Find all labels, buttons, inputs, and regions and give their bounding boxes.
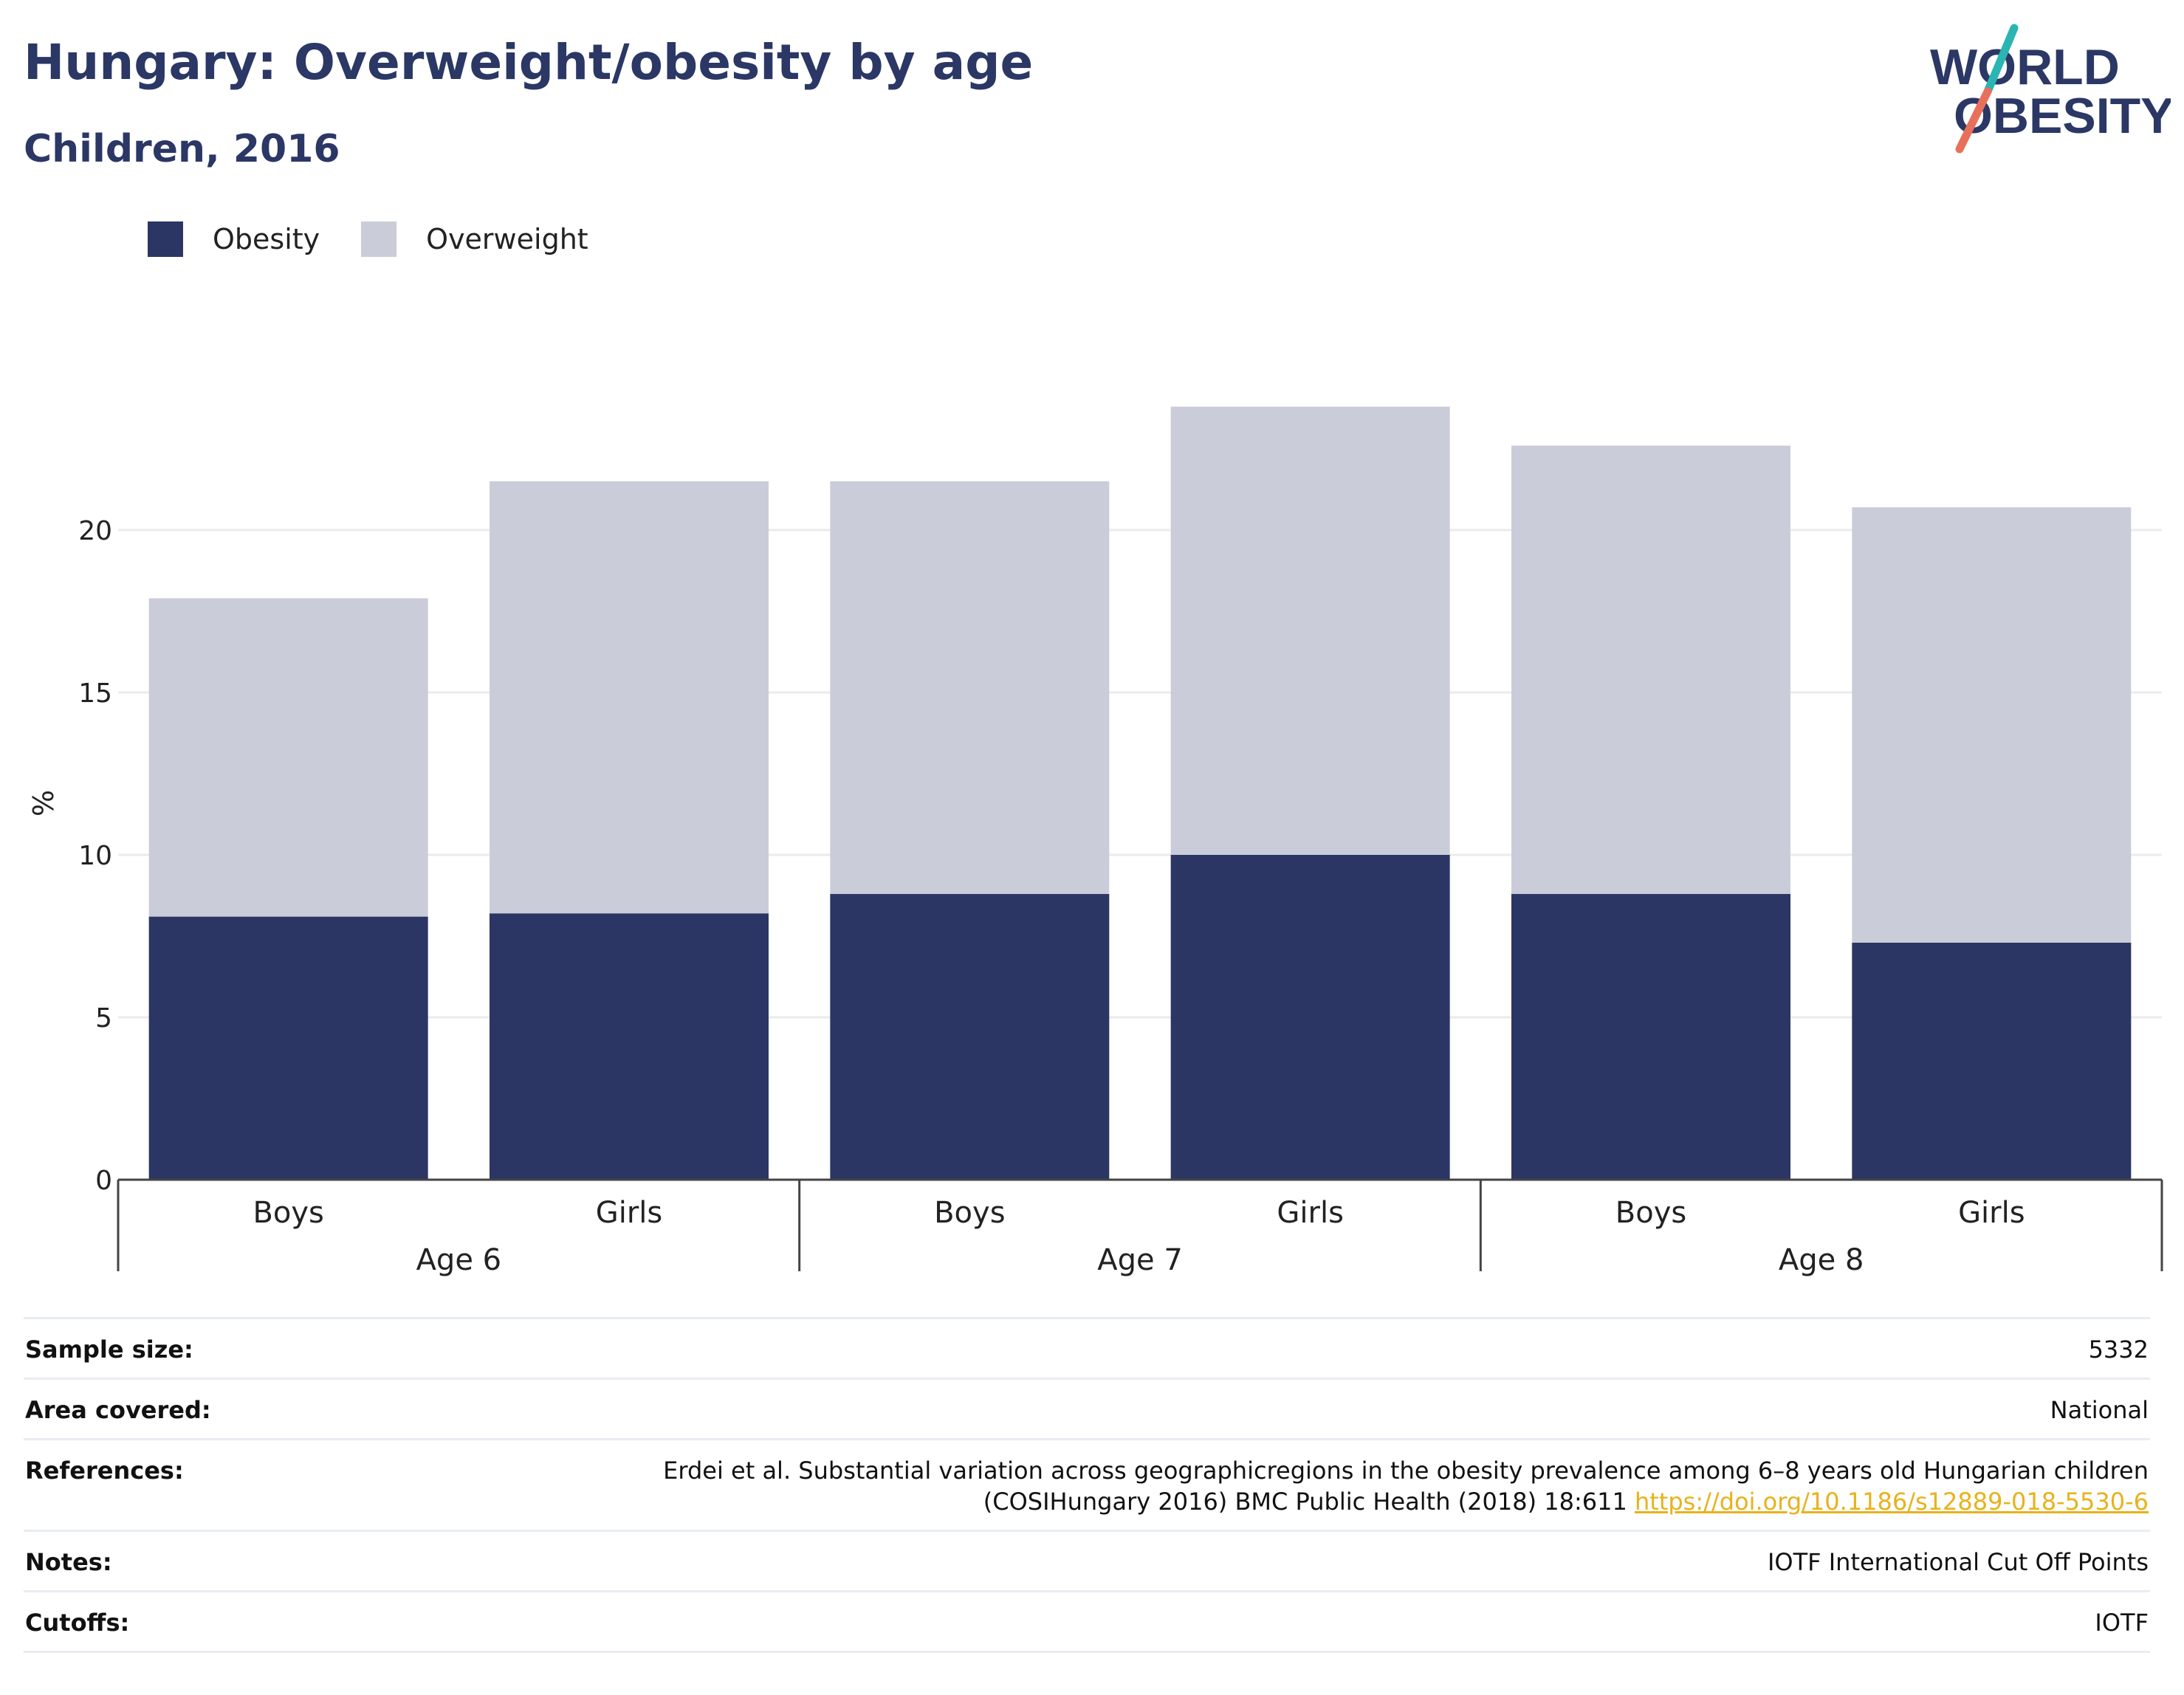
logo-line2: OBESITY <box>1954 88 2171 144</box>
x-tick-label: Girls <box>596 1196 663 1230</box>
bar-obesity <box>148 916 428 1180</box>
y-tick-label: 5 <box>95 1003 112 1034</box>
legend-item-overweight[interactable]: Overweight <box>361 221 588 257</box>
bar-obesity <box>830 893 1110 1180</box>
bar-overweight <box>1170 406 1450 855</box>
x-group-label: Age 7 <box>1097 1243 1183 1277</box>
reference-doi-link[interactable]: https://doi.org/10.1186/s12889-018-5530-… <box>1634 1488 2149 1516</box>
reference-citation: (COSIHungary 2016) BMC Public Health (20… <box>983 1488 1627 1516</box>
x-group-label: Age 8 <box>1779 1243 1864 1277</box>
info-label: References: <box>25 1457 184 1485</box>
legend-label-obesity: Obesity <box>213 223 320 255</box>
legend-item-obesity[interactable]: Obesity <box>148 221 320 257</box>
info-value: IOTF International Cut Off Points <box>1767 1548 2149 1576</box>
reference-line2: (COSIHungary 2016) BMC Public Health (20… <box>397 1486 2149 1517</box>
info-value: Erdei et al. Substantial variation acros… <box>396 1440 2150 1531</box>
x-tick-label: Boys <box>934 1196 1005 1230</box>
y-tick-label: 20 <box>78 516 112 546</box>
world-obesity-logo: WORLD OBESITY <box>1930 24 2171 154</box>
info-row-sample-size: Sample size: 5332 <box>24 1318 2150 1379</box>
bar-overweight <box>148 598 428 917</box>
reference-line1: Erdei et al. Substantial variation acros… <box>663 1457 2149 1485</box>
bar-overweight <box>830 481 1110 894</box>
x-tick-label: Boys <box>253 1196 323 1230</box>
bar-obesity <box>1852 942 2132 1180</box>
x-tick-label: Girls <box>1958 1196 2025 1230</box>
legend-label-overweight: Overweight <box>426 223 588 255</box>
bar-overweight <box>1852 507 2132 943</box>
bar-overweight <box>490 481 769 914</box>
logo-line1: WORLD <box>1930 39 2120 95</box>
info-value: IOTF <box>2095 1609 2149 1637</box>
x-tick-label: Girls <box>1277 1196 1344 1230</box>
logo-slash-coral <box>1955 87 1992 154</box>
info-label: Cutoffs: <box>25 1609 130 1637</box>
info-value: National <box>2050 1396 2149 1424</box>
info-row-area-covered: Area covered: National <box>24 1378 2150 1440</box>
info-row-cutoffs: Cutoffs: IOTF <box>24 1591 2150 1652</box>
x-group-label: Age 6 <box>416 1243 502 1277</box>
y-axis-label: % <box>27 790 60 816</box>
y-tick-label: 0 <box>95 1166 112 1196</box>
info-value: 5332 <box>2088 1335 2149 1364</box>
bar-obesity <box>1170 855 1450 1180</box>
info-label: Notes: <box>25 1548 112 1576</box>
chart-legend: Obesity Overweight <box>148 220 630 258</box>
x-tick-label: Boys <box>1615 1196 1686 1230</box>
chart-title: Hungary: Overweight/obesity by age <box>24 34 1034 91</box>
bar-obesity <box>490 913 769 1180</box>
logo-slash-teal <box>1983 24 2019 96</box>
y-tick-label: 10 <box>78 841 112 871</box>
legend-swatch-obesity <box>148 221 183 257</box>
info-table: Sample size: 5332 Area covered: National… <box>24 1317 2150 1653</box>
chart-subtitle: Children, 2016 <box>24 127 340 171</box>
y-tick-label: 15 <box>78 678 112 709</box>
info-label: Sample size: <box>25 1335 193 1364</box>
info-row-references: References: Erdei et al. Substantial var… <box>24 1439 2150 1531</box>
bar-obesity <box>1511 893 1790 1180</box>
stacked-bar-chart: 0 5 10 15 20% Boys Girls Boys Girls Boys Girls Age … <box>27 406 2163 1277</box>
bar-overweight <box>1511 445 1790 894</box>
info-row-notes: Notes: IOTF International Cut Off Points <box>24 1530 2150 1592</box>
info-label: Area covered: <box>25 1396 211 1424</box>
legend-swatch-overweight <box>361 221 397 257</box>
